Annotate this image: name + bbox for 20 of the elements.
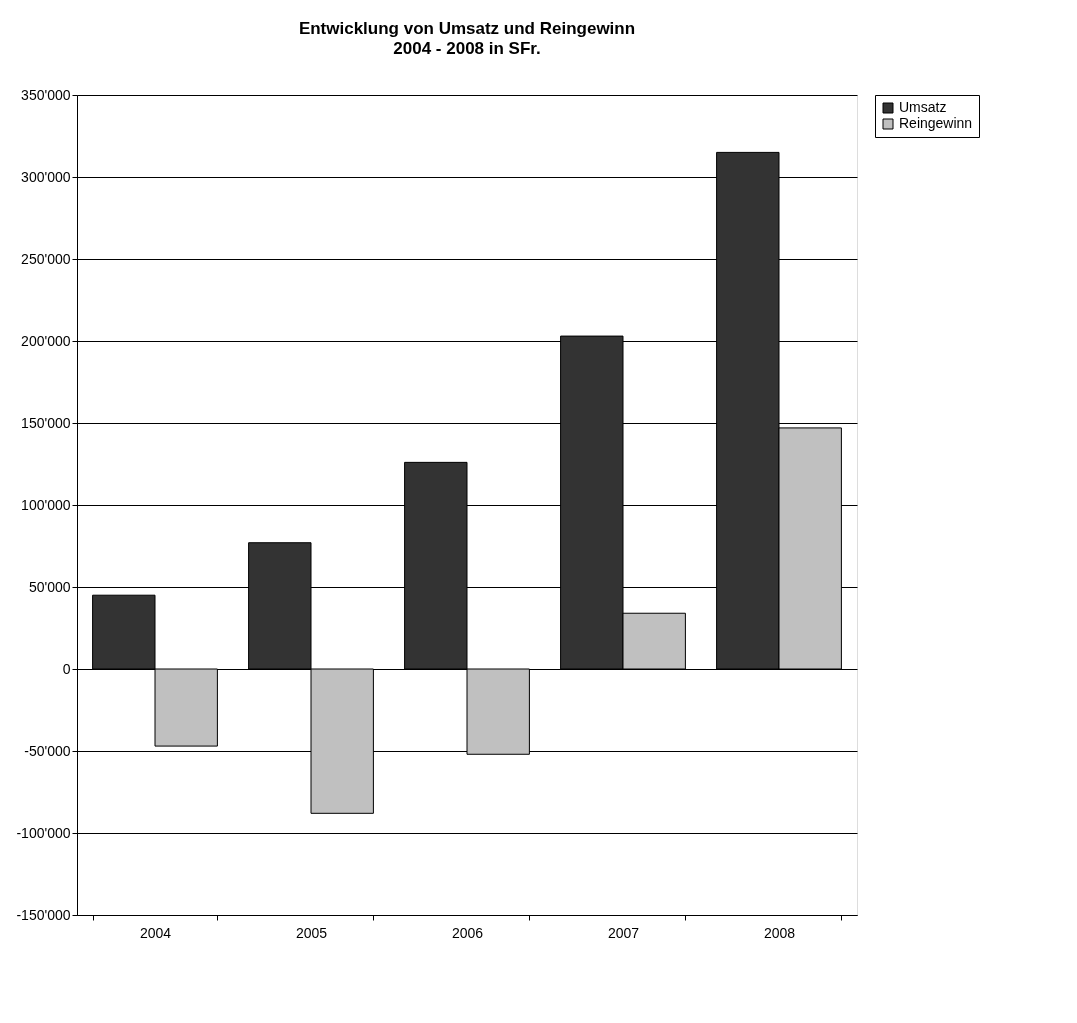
x-tick-label: 2008 bbox=[763, 924, 796, 941]
x-tick-label: 2005 bbox=[295, 924, 328, 941]
y-tick-label: 50'000 bbox=[28, 578, 71, 595]
y-tick-label: 250'000 bbox=[21, 250, 71, 267]
y-tick-label: 0 bbox=[62, 660, 71, 677]
y-tick-label: 100'000 bbox=[21, 496, 71, 513]
y-tick-label: -100'000 bbox=[16, 824, 71, 841]
y-tick-label: -150'000 bbox=[16, 906, 71, 923]
y-tick-label: 150'000 bbox=[21, 414, 71, 431]
x-tick-label: 2006 bbox=[451, 924, 484, 941]
y-tick-label: -50'000 bbox=[24, 742, 71, 759]
y-tick-label: 200'000 bbox=[21, 332, 71, 349]
y-tick-label: 300'000 bbox=[21, 168, 71, 185]
legend-label: Umsatz bbox=[899, 99, 947, 115]
legend-label: Reingewinn bbox=[899, 115, 973, 131]
x-tick-label: 2007 bbox=[607, 924, 640, 941]
chart-title: Entwicklung von Umsatz und Reingewinn bbox=[298, 19, 636, 38]
chart-subtitle: 2004 - 2008 in SFr. bbox=[393, 39, 541, 58]
x-tick-label: 2004 bbox=[139, 924, 172, 941]
y-tick-label: 350'000 bbox=[21, 86, 71, 103]
